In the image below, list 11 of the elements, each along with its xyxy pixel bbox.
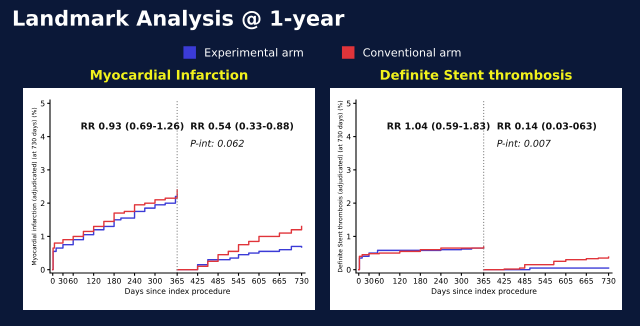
annotation: RR 0.54 (0.33-0.88)	[191, 122, 294, 131]
annotation: P-int: 0.062	[190, 140, 244, 147]
annotation: RR 1.04 (0.59-1.83)	[388, 122, 490, 131]
chart-title: Definite Stent thrombosis	[380, 70, 572, 80]
legend-label: Conventional arm	[363, 48, 460, 57]
annotation: RR 0.14 (0.03-063)	[498, 122, 596, 131]
text: Landmark Analysis @ 1-year	[14, 10, 344, 30]
annotation: P-int: 0.007	[497, 140, 551, 147]
legend-label: Experimental arm	[205, 48, 303, 59]
chart-title: Myocardial Infarction	[90, 70, 248, 82]
annotation: RR 0.93 (0.69-1.26)	[81, 122, 184, 131]
